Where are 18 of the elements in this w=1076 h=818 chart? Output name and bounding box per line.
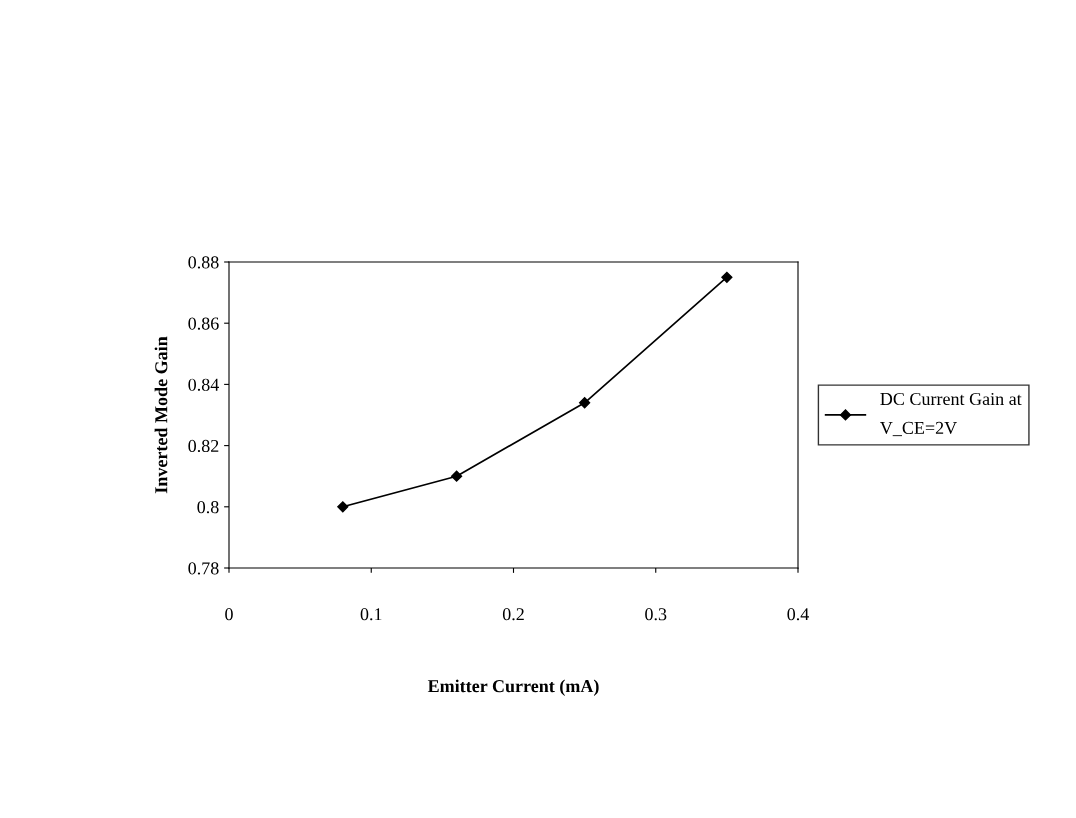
point xyxy=(579,397,591,409)
point xyxy=(337,501,349,513)
x-tick-label: 0.4 xyxy=(787,608,809,621)
x-tick-label: 0.3 xyxy=(645,608,667,621)
point xyxy=(450,470,463,482)
y-axis-title: Inverted Mode Gain xyxy=(154,336,168,494)
legend-label: DC Current Gain at V_CE=2V xyxy=(880,392,1022,437)
y-tick-label: 0.86 xyxy=(188,317,219,330)
y-tick-label: 0.82 xyxy=(188,439,219,453)
x-axis-title: Emitter Current (mA) xyxy=(427,679,599,696)
y-tick-label: 0.78 xyxy=(188,562,219,575)
x-tick-label: 0.1 xyxy=(360,608,382,621)
y-tick-label: 0.84 xyxy=(188,378,219,391)
x-tick-label: 0 xyxy=(225,608,233,621)
x-tick-label: 0.2 xyxy=(502,608,524,621)
y-tick-label: 0.88 xyxy=(188,256,219,269)
point xyxy=(721,271,733,283)
y-tick-label: 0.8 xyxy=(197,501,219,514)
